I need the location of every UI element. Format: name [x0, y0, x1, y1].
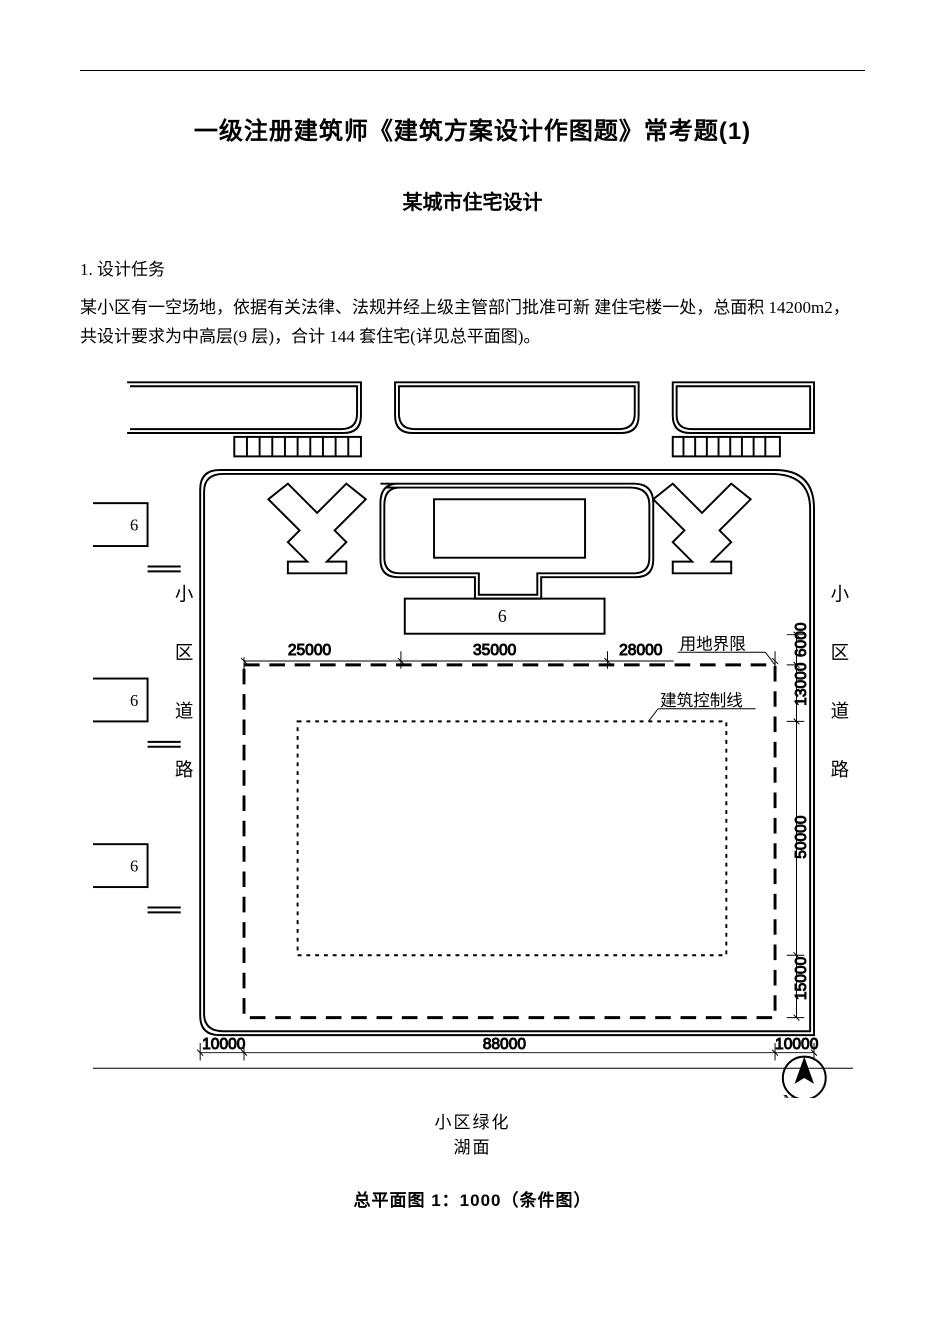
section-1-body: 某小区有一空场地，依据有关法律、法规并经上级主管部门批准可新 建住宅楼一处，总面…: [80, 294, 865, 352]
dim-right-0: 6000: [793, 622, 810, 657]
left-block-label-1: 6: [130, 515, 138, 534]
dim-bottom-mid: 88000: [482, 1036, 526, 1053]
north-arrow-icon: N: [782, 1056, 825, 1097]
right-road-label-3: 道: [830, 700, 849, 721]
control-line-label: 建筑控制线: [660, 691, 743, 710]
top-rule: [80, 70, 865, 71]
site-plan-svg: 6 6 6 6 小 区 道 路 小 区: [93, 376, 853, 1098]
site-plan-diagram: 6 6 6 6 小 区 道 路 小 区: [80, 376, 865, 1211]
left-road-label-2: 区: [174, 642, 193, 663]
dim-top-c: 28000: [619, 642, 663, 659]
figure-caption: 总平面图 1：1000（条件图）: [80, 1186, 865, 1211]
dim-right-1: 13000: [793, 662, 810, 706]
bottom-label-1: 小区绿化: [80, 1108, 865, 1133]
section-1-head: 1. 设计任务: [80, 255, 865, 280]
right-road-label-4: 路: [830, 759, 849, 780]
left-road-label-4: 路: [174, 759, 193, 780]
dim-top-a: 25000: [287, 642, 331, 659]
right-road-label-1: 小: [830, 583, 849, 604]
north-label: N: [782, 1092, 793, 1098]
left-road-label-3: 道: [174, 700, 193, 721]
doc-subtitle: 某城市住宅设计: [80, 186, 865, 215]
dim-right-2: 50000: [793, 815, 810, 859]
center-block-label: 6: [497, 606, 506, 626]
left-block-label-2: 6: [130, 691, 138, 710]
right-road-label-2: 区: [830, 642, 849, 663]
dim-top-b: 35000: [473, 642, 517, 659]
dim-bottom-left: 10000: [202, 1036, 246, 1053]
site-boundary-label: 用地界限: [679, 634, 745, 653]
page: 一级注册建筑师《建筑方案设计作图题》常考题(1) 某城市住宅设计 1. 设计任务…: [0, 0, 945, 1337]
left-block-label-3: 6: [130, 856, 138, 875]
bottom-label-2: 湖面: [80, 1133, 865, 1158]
dim-right-3: 15000: [793, 956, 810, 1000]
doc-title: 一级注册建筑师《建筑方案设计作图题》常考题(1): [80, 111, 865, 146]
left-road-label-1: 小: [174, 583, 193, 604]
